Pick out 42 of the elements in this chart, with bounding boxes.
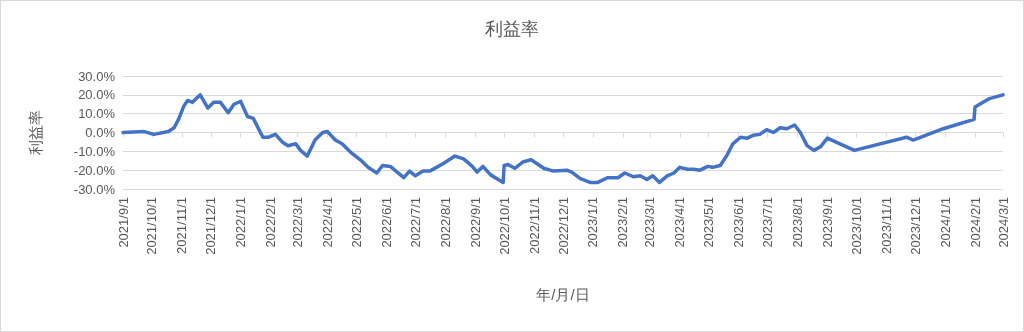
x-tick-label: 2023/11/1 (878, 197, 894, 254)
x-tick-label: 2022/10/1 (496, 197, 512, 255)
x-tick-label: 2023/4/1 (672, 197, 688, 248)
x-tick-label: 2023/12/1 (907, 197, 923, 255)
x-tick-label: 2022/4/1 (320, 197, 336, 248)
x-tick-label: 2022/8/1 (437, 197, 453, 248)
y-axis-title: 利益率 (27, 110, 44, 155)
x-tick-label: 2022/7/1 (407, 197, 423, 248)
x-tick-label: 2021/11/1 (174, 197, 190, 254)
x-tick-label: 2021/12/1 (203, 197, 219, 255)
y-tick-label: 10.0% (78, 106, 116, 122)
x-tick-label: 2023/1/1 (585, 197, 601, 248)
x-tick-label: 2023/3/1 (642, 197, 658, 248)
x-tick-label: 2022/5/1 (349, 197, 365, 248)
y-tick-label: 20.0% (78, 87, 116, 103)
x-tick-label: 2021/9/1 (115, 197, 131, 248)
y-tick-label: 30.0% (78, 68, 116, 84)
x-tick-label: 2024/1/1 (937, 197, 953, 248)
chart-title: 利益率 (485, 19, 539, 39)
line-series (121, 93, 1005, 185)
x-tick-label: 2022/1/1 (233, 197, 249, 248)
x-tick-label: 2021/10/1 (144, 197, 160, 255)
x-tick-label: 2024/3/1 (995, 197, 1011, 248)
x-tick-label: 2023/9/1 (819, 197, 835, 248)
x-tick-label: 2022/3/1 (290, 197, 306, 248)
y-tick-label: -10.0% (73, 143, 116, 159)
x-axis-title: 年/月/日 (536, 286, 590, 303)
x-tick-label: 2022/12/1 (555, 197, 571, 255)
x-tick-label: 2023/5/1 (701, 197, 717, 248)
x-tick-label: 2023/7/1 (760, 197, 776, 248)
y-tick-label: 0.0% (85, 125, 116, 140)
y-tick-label: -20.0% (73, 162, 116, 178)
x-tick-label: 2023/2/1 (615, 197, 631, 248)
x-tick-label: 2022/6/1 (378, 197, 394, 248)
x-tick-label: 2024/2/1 (967, 197, 983, 248)
x-tick-label: 2023/10/1 (848, 197, 864, 255)
x-tick-label: 2022/9/1 (467, 197, 483, 248)
x-tick-label: 2022/11/1 (526, 197, 542, 254)
x-tick-label: 2023/8/1 (789, 197, 805, 248)
x-tick-label: 2022/2/1 (263, 197, 279, 248)
x-tick-label: 2023/6/1 (731, 197, 747, 248)
y-tick-label: -30.0% (73, 181, 116, 197)
